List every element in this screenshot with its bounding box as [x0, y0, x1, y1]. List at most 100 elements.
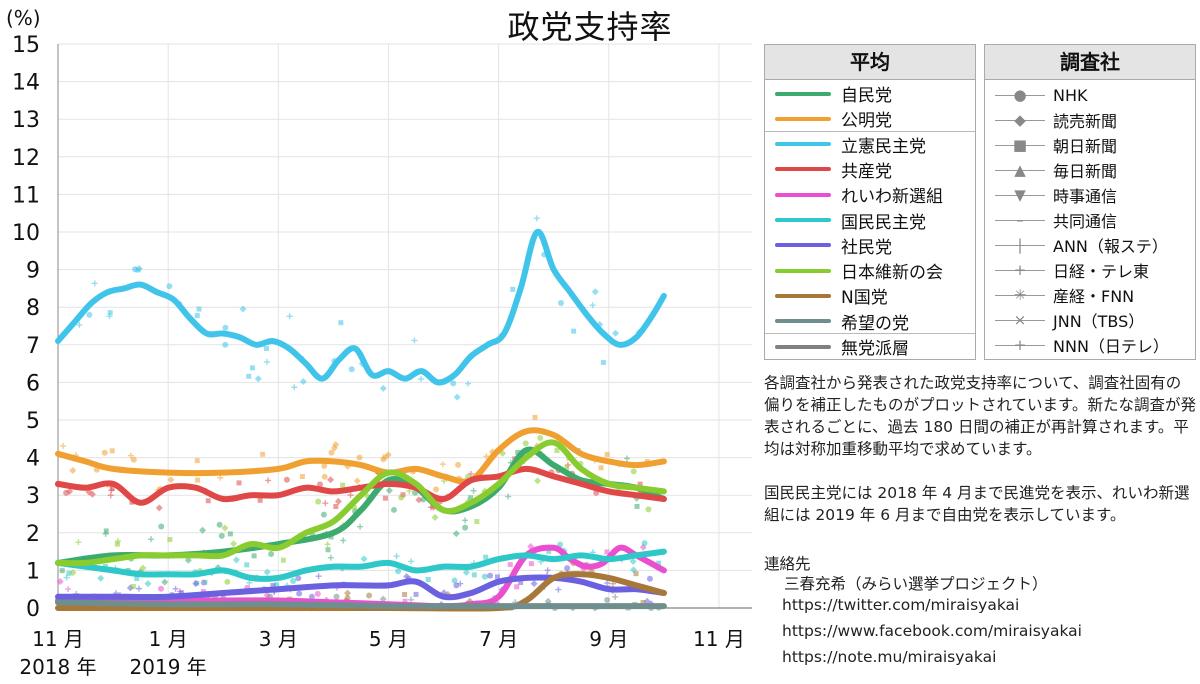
poll-point — [166, 283, 173, 290]
poll-point — [264, 358, 271, 365]
poll-point — [413, 591, 419, 597]
poll-point — [408, 558, 415, 565]
poll-point — [236, 480, 242, 486]
poll-point — [612, 593, 619, 600]
legend-item: れいわ新選組 — [765, 182, 943, 207]
poll-point — [558, 300, 565, 307]
y-tick-label: 8 — [26, 296, 40, 321]
poll-point — [333, 503, 339, 509]
poll-point — [379, 595, 387, 603]
pollster-item: ● NHK — [985, 83, 1088, 107]
poll-point — [528, 561, 534, 567]
poll-point — [239, 305, 247, 313]
legend-swatch — [775, 268, 831, 273]
poll-point — [332, 441, 340, 449]
poll-point — [555, 586, 562, 593]
x-tick-label: 11 月 — [32, 627, 84, 651]
y-tick-label: 1 — [26, 559, 40, 584]
poll-point — [382, 454, 388, 460]
poll-point — [148, 536, 155, 543]
poll-point — [130, 456, 137, 463]
poll-point — [564, 465, 570, 471]
x-tick-label: 3 月 — [259, 627, 298, 651]
poll-point — [340, 537, 347, 544]
poll-point — [158, 585, 165, 592]
pollster-marker-icon: + — [1013, 260, 1027, 279]
poll-point — [471, 572, 477, 578]
poll-point — [202, 579, 208, 585]
legend-swatch — [775, 116, 831, 121]
pollster-label: NHK — [1053, 85, 1088, 105]
poll-point — [263, 568, 271, 576]
poll-point — [107, 492, 114, 499]
poll-point — [494, 574, 500, 580]
poll-point — [633, 571, 639, 577]
poll-point — [510, 286, 516, 292]
poll-point — [340, 482, 346, 488]
legend-label: N国党 — [841, 288, 888, 309]
y-tick-label: 10 — [12, 221, 40, 246]
poll-point — [184, 556, 192, 564]
poll-point — [314, 590, 321, 597]
x-axis-ticks: 11 月 2018 年 1 月 2019 年 3 月 5 月 7 月 9 月 11 月 — [19, 627, 744, 679]
pollster-line: – — [995, 211, 1045, 229]
poll-point — [598, 465, 604, 471]
poll-point — [216, 521, 223, 528]
poll-point — [344, 589, 352, 597]
poll-point — [544, 567, 551, 574]
contact-link-note[interactable]: https://note.mu/miraisyakai — [782, 648, 997, 666]
legend-item: 自民党 — [765, 81, 892, 106]
poll-point — [299, 377, 307, 385]
poll-point — [69, 466, 77, 474]
poll-point — [69, 569, 77, 577]
pollster-line: ◆ — [995, 111, 1045, 129]
poll-point — [321, 462, 328, 469]
poll-point — [130, 583, 136, 589]
poll-point — [144, 580, 152, 588]
legend-item: 共産党 — [765, 157, 892, 182]
legend-label: 共産党 — [841, 161, 892, 182]
poll-point — [546, 548, 552, 554]
contact-link-facebook[interactable]: https://www.facebook.com/miraisyakai — [782, 622, 1082, 640]
poll-point — [408, 596, 415, 603]
poll-point — [194, 458, 200, 464]
pollster-line: ▼ — [995, 186, 1045, 204]
pollster-line: ■ — [995, 136, 1045, 154]
poll-point — [155, 504, 163, 512]
pollster-label: 日経・テレ東 — [1053, 262, 1150, 281]
poll-point — [232, 556, 240, 564]
poll-point — [534, 477, 542, 485]
poll-point — [227, 531, 233, 537]
poll-point — [325, 547, 331, 553]
poll-point — [623, 455, 630, 462]
legend-swatch — [775, 344, 831, 349]
poll-point — [290, 577, 297, 584]
legend-item: 無党派層 — [765, 334, 909, 359]
poll-point — [356, 454, 363, 461]
legend-item: 希望の党 — [765, 309, 909, 334]
poll-point — [604, 597, 611, 604]
poll-point — [641, 540, 648, 547]
poll-point — [646, 575, 653, 582]
poll-point — [554, 447, 560, 453]
poll-point — [630, 468, 637, 475]
poll-point — [418, 375, 425, 382]
poll-point — [533, 215, 540, 222]
contact-name: 三春充希（みらい選挙プロジェクト） — [784, 575, 1048, 593]
y-tick-label: 4 — [26, 447, 40, 472]
poll-point — [451, 577, 458, 584]
method-note: 各調査社から発表された政党支持率について、調査社固有の偏りを補正したものがプロッ… — [764, 374, 1196, 458]
poll-point — [427, 504, 434, 511]
poll-point — [481, 573, 488, 580]
contact-heading: 連絡先 — [764, 555, 811, 573]
pollster-marker-icon: ■ — [1012, 135, 1028, 154]
contact-link-twitter[interactable]: https://twitter.com/miraisyakai — [782, 596, 1020, 614]
poll-point — [327, 476, 335, 484]
pollster-line: + — [995, 261, 1045, 279]
poll-point — [382, 495, 388, 501]
legend-pollster-header: 調査社 — [985, 45, 1195, 80]
poll-point — [360, 555, 368, 563]
legend-label: 希望の党 — [841, 313, 909, 334]
poll-point — [260, 451, 266, 457]
poll-point — [109, 448, 115, 454]
